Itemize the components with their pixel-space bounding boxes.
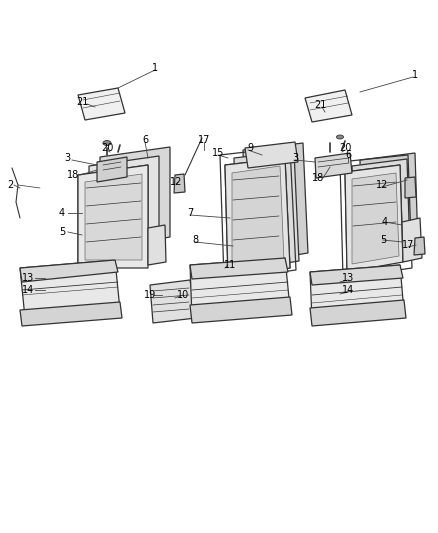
Text: 5: 5 xyxy=(59,227,65,237)
Text: 14: 14 xyxy=(342,285,354,295)
Polygon shape xyxy=(234,151,299,271)
Polygon shape xyxy=(150,280,196,323)
Polygon shape xyxy=(352,173,399,264)
Polygon shape xyxy=(190,297,292,323)
Polygon shape xyxy=(20,302,122,326)
Text: 4: 4 xyxy=(59,208,65,218)
Polygon shape xyxy=(20,260,120,318)
Text: 19: 19 xyxy=(144,290,156,300)
Text: 20: 20 xyxy=(339,143,351,153)
Text: 6: 6 xyxy=(345,150,351,160)
Text: 13: 13 xyxy=(22,273,34,283)
Text: 21: 21 xyxy=(314,100,326,110)
Text: 9: 9 xyxy=(247,143,253,153)
Polygon shape xyxy=(345,165,403,268)
Text: 15: 15 xyxy=(212,148,224,158)
Text: 10: 10 xyxy=(177,290,189,300)
Text: 8: 8 xyxy=(192,235,198,245)
Ellipse shape xyxy=(103,141,111,146)
Polygon shape xyxy=(352,159,410,262)
Text: 13: 13 xyxy=(342,273,354,283)
Text: 2: 2 xyxy=(7,180,13,190)
Polygon shape xyxy=(78,165,148,268)
Text: 17: 17 xyxy=(198,135,210,145)
Polygon shape xyxy=(85,174,142,260)
Polygon shape xyxy=(190,258,290,318)
Text: 1: 1 xyxy=(152,63,158,73)
Text: 11: 11 xyxy=(224,260,236,270)
Polygon shape xyxy=(225,158,290,278)
Polygon shape xyxy=(360,153,418,256)
Text: 5: 5 xyxy=(380,235,386,245)
Text: 6: 6 xyxy=(142,135,148,145)
Text: 7: 7 xyxy=(187,208,193,218)
Polygon shape xyxy=(405,177,416,198)
Text: 12: 12 xyxy=(376,180,388,190)
Polygon shape xyxy=(78,88,125,120)
Polygon shape xyxy=(89,156,159,259)
Text: 20: 20 xyxy=(101,143,113,153)
Polygon shape xyxy=(310,300,406,326)
Polygon shape xyxy=(174,174,185,193)
Polygon shape xyxy=(310,265,403,285)
Polygon shape xyxy=(243,143,308,263)
Text: 12: 12 xyxy=(170,177,182,187)
Text: 3: 3 xyxy=(64,153,70,163)
Polygon shape xyxy=(245,142,298,168)
Text: 18: 18 xyxy=(67,170,79,180)
Text: 3: 3 xyxy=(292,153,298,163)
Text: 1: 1 xyxy=(412,70,418,80)
Polygon shape xyxy=(20,260,118,282)
Text: 17: 17 xyxy=(402,240,414,250)
Polygon shape xyxy=(232,166,284,269)
Text: 4: 4 xyxy=(382,217,388,227)
Polygon shape xyxy=(78,165,148,268)
Polygon shape xyxy=(402,218,422,262)
Polygon shape xyxy=(315,153,352,178)
Polygon shape xyxy=(414,237,425,255)
Polygon shape xyxy=(225,158,290,278)
Polygon shape xyxy=(97,157,127,182)
Text: 18: 18 xyxy=(312,173,324,183)
Polygon shape xyxy=(100,147,170,250)
Polygon shape xyxy=(345,165,403,272)
Polygon shape xyxy=(305,90,352,122)
Text: 14: 14 xyxy=(22,285,34,295)
Polygon shape xyxy=(190,258,288,279)
Ellipse shape xyxy=(336,135,343,139)
Polygon shape xyxy=(148,225,166,265)
Text: 21: 21 xyxy=(76,97,88,107)
Polygon shape xyxy=(310,265,404,320)
